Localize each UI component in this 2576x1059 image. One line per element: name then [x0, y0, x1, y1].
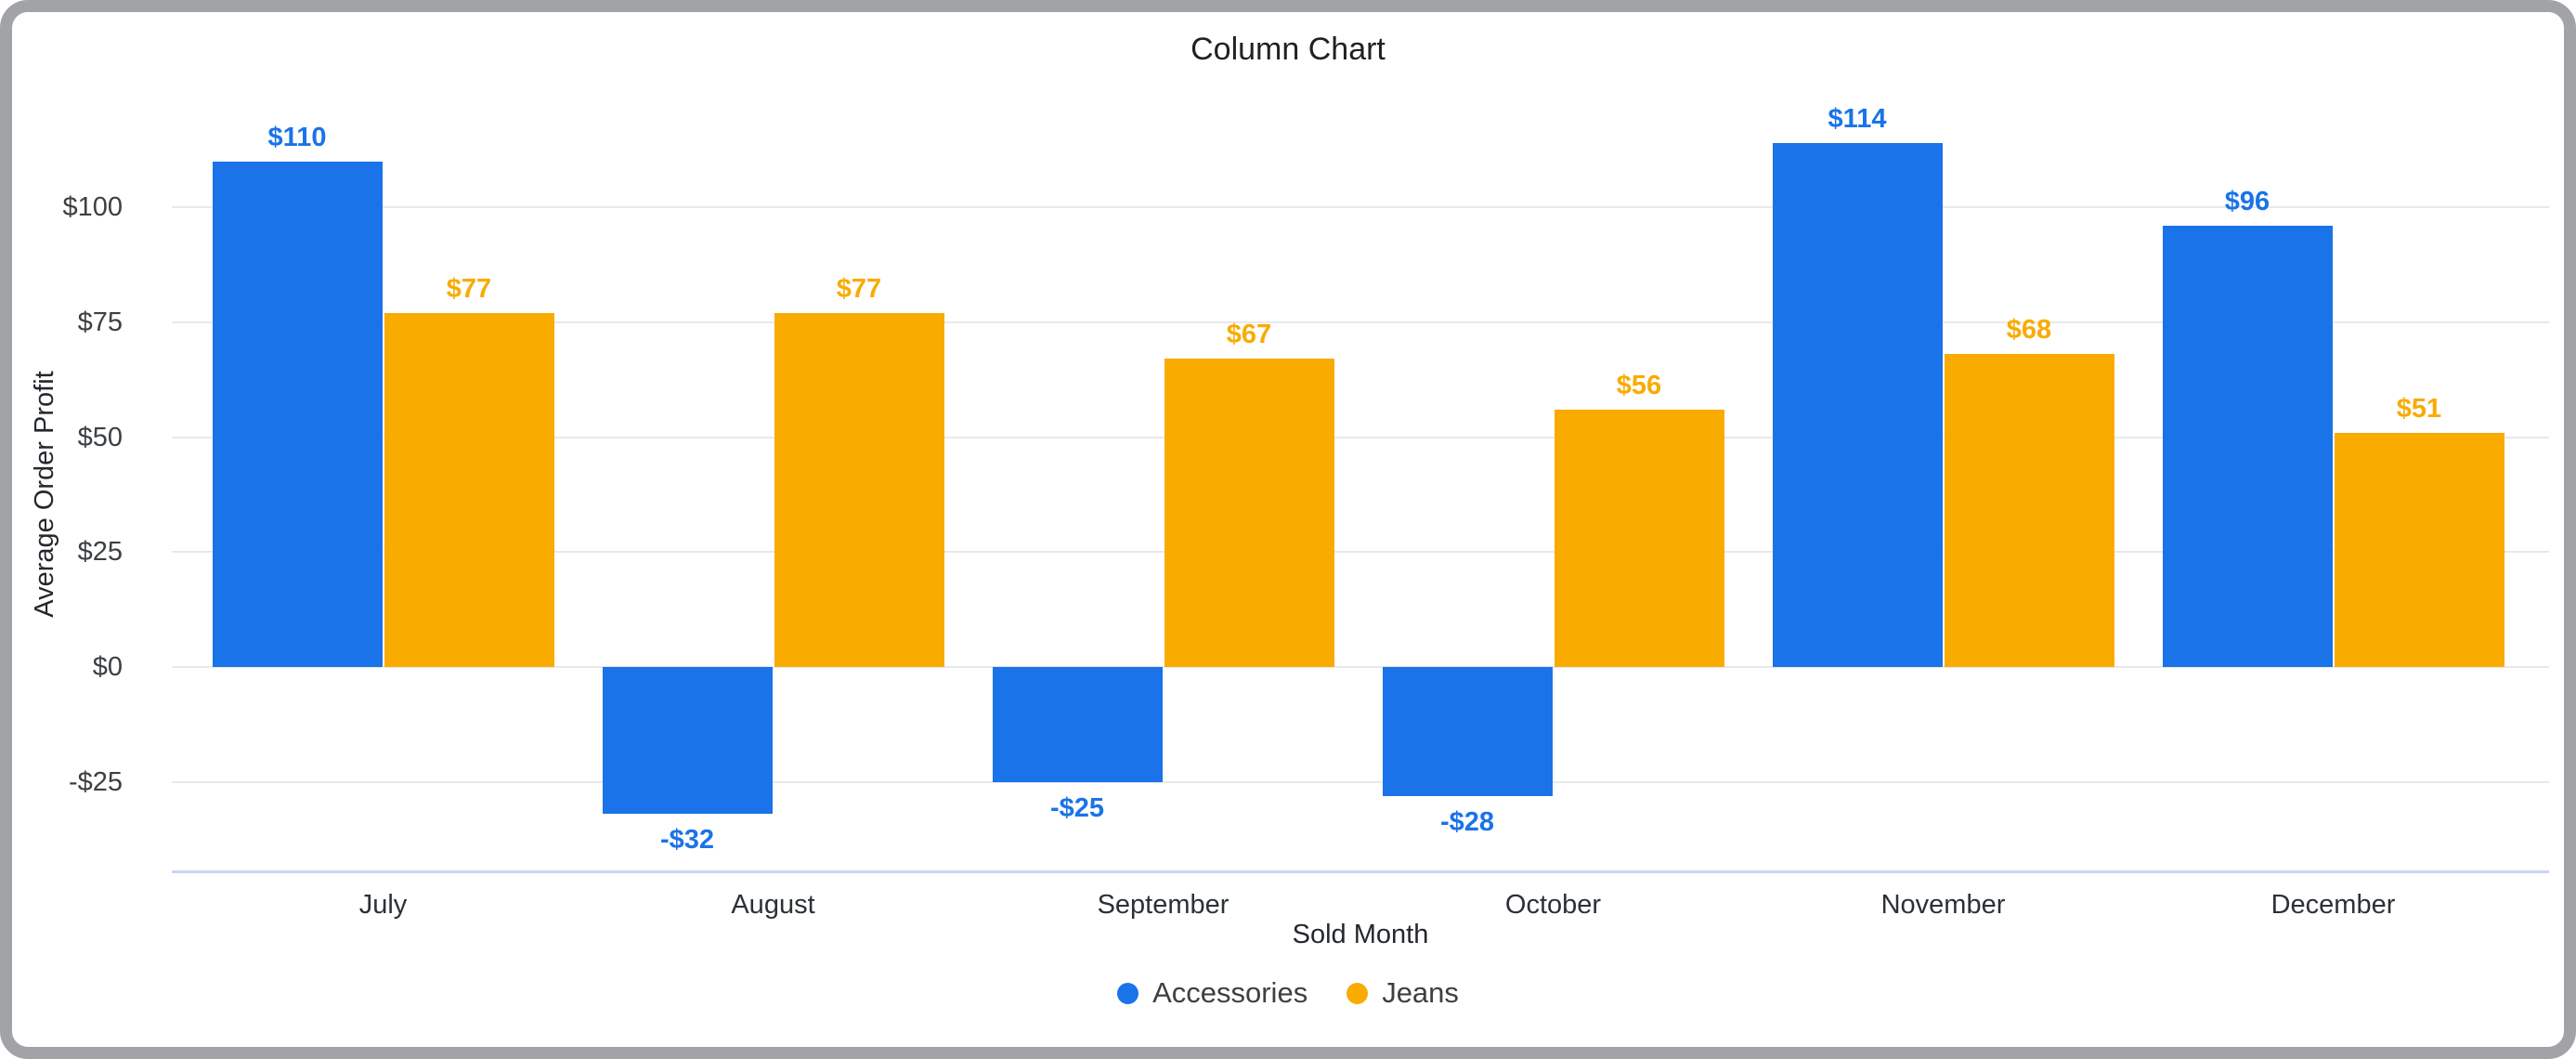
bar-jeans-november[interactable] [1944, 354, 2114, 667]
gridline [172, 436, 2549, 438]
bar-accessories-december[interactable] [2162, 225, 2333, 667]
jeans-legend-swatch [1347, 982, 1369, 1004]
bar-value-label: -$25 [1049, 792, 1105, 823]
bar-jeans-july[interactable] [384, 312, 554, 667]
x-tick-label: August [731, 890, 815, 920]
y-tick-label: $25 [77, 537, 123, 568]
bar-value-label: $77 [836, 273, 882, 304]
x-tick-label: December [2270, 890, 2396, 920]
x-axis-title: Sold Month [1292, 920, 1429, 949]
bar-value-label: $114 [1828, 103, 1887, 134]
bar-accessories-july[interactable] [212, 161, 383, 667]
bar-jeans-august[interactable] [774, 312, 944, 667]
bar-value-label: -$32 [659, 825, 715, 856]
y-axis-title: Average Order Profit [30, 371, 59, 618]
bar-value-label: $51 [2396, 393, 2442, 424]
y-tick-label: $0 [92, 652, 123, 682]
bar-value-label: $68 [2006, 315, 2052, 346]
bar-jeans-october[interactable] [1554, 409, 1724, 667]
bar-value-label: -$28 [1439, 806, 1495, 837]
gridline [172, 551, 2549, 554]
y-tick-label: -$25 [68, 766, 123, 797]
legend-label-accessories: Accessories [1152, 976, 1308, 1009]
gridline [172, 320, 2549, 323]
legend-item-jeans[interactable]: Jeans [1347, 976, 1459, 1010]
y-tick-label: $75 [77, 307, 123, 337]
gridline [172, 780, 2549, 783]
x-tick-label: October [1504, 890, 1602, 920]
bar-value-label: $77 [446, 273, 492, 304]
bar-accessories-september[interactable] [992, 667, 1163, 782]
bar-jeans-september[interactable] [1164, 359, 1334, 667]
gridline [172, 666, 2549, 668]
accessories-legend-swatch [1117, 982, 1139, 1004]
legend-item-accessories[interactable]: Accessories [1117, 976, 1308, 1010]
bar-value-label: $67 [1226, 320, 1272, 350]
bar-accessories-october[interactable] [1382, 667, 1553, 796]
x-tick-label: November [1880, 890, 2006, 920]
y-tick-label: $100 [62, 192, 123, 222]
x-tick-label: September [1097, 890, 1229, 920]
bar-value-label: $110 [267, 122, 327, 152]
x-axis-line [172, 870, 2549, 873]
bar-value-label: $56 [1616, 370, 1662, 400]
bar-accessories-august[interactable] [602, 667, 773, 815]
x-tick-label: July [358, 890, 408, 920]
bar-jeans-december[interactable] [2334, 432, 2504, 667]
legend-label-jeans: Jeans [1382, 976, 1459, 1009]
chart-title: Column Chart [1190, 32, 1386, 67]
legend: Accessories Jeans [0, 976, 2576, 1010]
gridline [172, 206, 2549, 208]
bar-value-label: $96 [2224, 186, 2270, 216]
y-tick-label: $50 [77, 422, 123, 452]
bar-accessories-november[interactable] [1772, 142, 1943, 667]
